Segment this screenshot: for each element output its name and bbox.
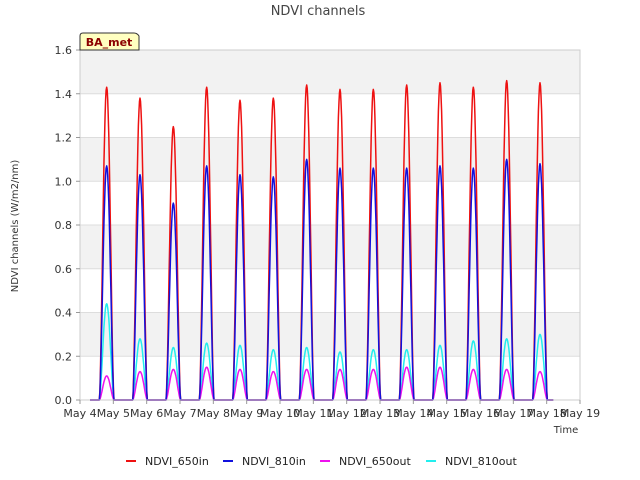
x-tick-label: May 12	[327, 407, 367, 420]
x-tick-label: May 8	[197, 407, 230, 420]
x-tick-label: May 10	[260, 407, 300, 420]
y-tick-label: 0.0	[55, 394, 73, 407]
badge-shape	[79, 32, 140, 51]
x-tick-label: May 17	[493, 407, 533, 420]
site-badge: BA_met	[79, 32, 140, 51]
x-tick-label: May 7	[163, 407, 196, 420]
plot-band	[80, 137, 580, 182]
x-tick-label: May 9	[230, 407, 263, 420]
plot-band	[80, 50, 580, 94]
x-tick-label: May 11	[293, 407, 333, 420]
x-tick-label: May 16	[460, 407, 500, 420]
y-tick-label: 1.2	[55, 132, 73, 145]
plot-band	[80, 312, 580, 357]
x-tick-label: May 15	[427, 407, 467, 420]
x-tick-label: May 13	[360, 407, 400, 420]
x-tick-label: May 18	[527, 407, 567, 420]
legend-label: NDVI_650out	[339, 455, 411, 468]
plot-band	[80, 225, 580, 269]
x-tick-label: May 5	[97, 407, 130, 420]
y-tick-label: 0.6	[55, 263, 73, 276]
x-tick-label: May 6	[130, 407, 163, 420]
y-axis-label: NDVI channels (W/m2/nm)	[10, 160, 21, 293]
badge-text: BA_met	[86, 36, 133, 49]
x-tick-label: May 4	[63, 407, 96, 420]
y-tick-label: 1.0	[55, 175, 73, 188]
chart-title: NDVI channels	[271, 4, 366, 19]
legend-label: NDVI_810in	[242, 455, 306, 468]
y-axis-ticks: 0.0 0.2 0.4 0.6 0.8 1.0 1.2 1.4 1.6	[55, 44, 80, 407]
y-tick-label: 0.8	[55, 219, 73, 232]
y-tick-label: 1.6	[55, 44, 73, 57]
legend-label: NDVI_810out	[445, 455, 517, 468]
legend: NDVI_650in NDVI_810in NDVI_650out NDVI_810o…	[126, 455, 517, 468]
y-tick-label: 1.4	[55, 88, 73, 101]
legend-label: NDVI_650in	[145, 455, 209, 468]
x-axis-label: Time	[553, 425, 578, 436]
x-tick-label: May 14	[393, 407, 433, 420]
y-tick-label: 0.4	[55, 307, 73, 320]
y-tick-label: 0.2	[55, 350, 73, 363]
x-tick-label: May 19	[560, 407, 600, 420]
